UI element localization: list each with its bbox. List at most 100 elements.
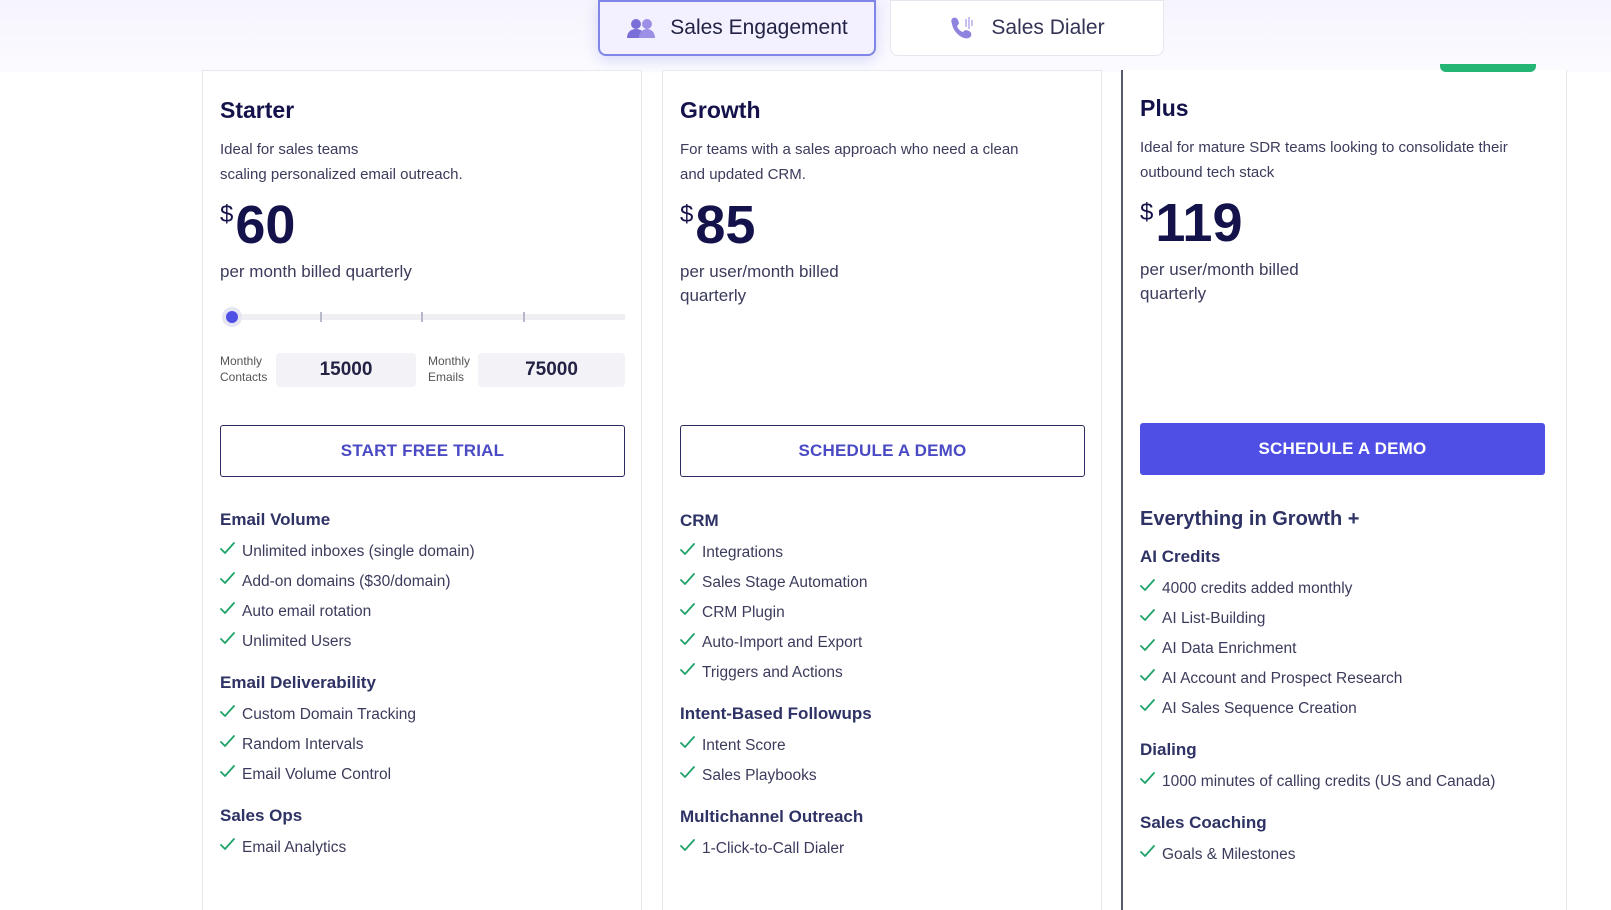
- feature-item: CRM Plugin: [680, 601, 1090, 631]
- features: Everything in Growth + AI Credits 4000 cre…: [1140, 508, 1550, 885]
- feature-item: 1000 minutes of calling credits (US and …: [1140, 770, 1550, 800]
- usage-inputs: Monthly Contacts 15000 Monthly Emails 75000: [220, 353, 625, 387]
- feature-item: Integrations: [680, 541, 1090, 571]
- billing-line: per user/month billed: [1140, 260, 1299, 279]
- feature-section: Email Volume Unlimited inboxes (single do…: [220, 509, 630, 660]
- check-icon: [220, 838, 235, 850]
- description-line: scaling personalized email outreach.: [220, 166, 463, 183]
- price: $119: [1140, 191, 1242, 255]
- feature-text: Random Intervals: [242, 736, 364, 753]
- feature-item: Unlimited Users: [220, 630, 630, 660]
- section-title: Dialing: [1140, 740, 1197, 759]
- feature-text: Intent Score: [702, 737, 786, 754]
- feature-item: 4000 credits added monthly: [1140, 577, 1550, 607]
- check-icon: [220, 542, 235, 554]
- plan-name: Plus: [1140, 95, 1189, 121]
- check-icon: [680, 573, 695, 585]
- feature-text: Sales Playbooks: [702, 767, 817, 784]
- billing: per user/month billed quarterly: [680, 260, 839, 308]
- feature-text: CRM Plugin: [702, 604, 785, 621]
- check-icon: [680, 603, 695, 615]
- check-icon: [680, 736, 695, 748]
- feature-text: Goals & Milestones: [1162, 846, 1296, 863]
- check-icon: [1140, 845, 1155, 857]
- feature-item: Auto email rotation: [220, 600, 630, 630]
- billing-line: quarterly: [680, 286, 747, 305]
- check-icon: [220, 705, 235, 717]
- section-title: Sales Ops: [220, 806, 303, 825]
- usage-slider[interactable]: [220, 307, 625, 327]
- check-icon: [1140, 772, 1155, 784]
- feature-section: Sales Coaching Goals & Milestones: [1140, 812, 1550, 873]
- check-icon: [220, 602, 235, 614]
- section-title: Intent-Based Followups: [680, 704, 872, 723]
- features: CRM Integrations Sales Stage Automation CRM…: [680, 510, 1090, 879]
- check-mark: [220, 735, 235, 747]
- check-mark: [220, 542, 235, 554]
- section-title: Email Volume: [220, 510, 331, 529]
- check-mark: [220, 765, 235, 777]
- feature-text: 1000 minutes of calling credits (US and …: [1162, 773, 1496, 790]
- description-line: Ideal for mature SDR teams looking to co…: [1140, 139, 1508, 156]
- feature-text: Email Analytics: [242, 839, 347, 856]
- feature-item: Sales Playbooks: [680, 764, 1090, 794]
- emails-label: Monthly Emails: [428, 354, 471, 384]
- feature-text: Custom Domain Tracking: [242, 706, 417, 723]
- emails-input[interactable]: 75000: [478, 353, 625, 387]
- check-icon: [220, 735, 235, 747]
- cta-button[interactable]: START FREE TRIAL: [220, 425, 625, 477]
- feature-item: Email Analytics: [220, 836, 630, 866]
- check-icon: [680, 543, 695, 555]
- check-icon: [220, 572, 235, 584]
- feature-item: AI List-Building: [1140, 607, 1550, 637]
- check-icon: [1140, 639, 1155, 651]
- currency: $: [1140, 199, 1154, 226]
- feature-text: Auto-Import and Export: [702, 634, 863, 651]
- section-title: Multichannel Outreach: [680, 807, 864, 826]
- price-amount: 85: [695, 195, 756, 255]
- currency: $: [220, 201, 234, 228]
- tab-sales-dialer[interactable]: Sales Dialer: [890, 0, 1164, 56]
- feature-item: Auto-Import and Export: [680, 631, 1090, 661]
- check-icon: [680, 663, 695, 675]
- feature-item: Sales Stage Automation: [680, 571, 1090, 601]
- engagement-icon: [627, 19, 656, 38]
- feature-section: Dialing 1000 minutes of calling credits (…: [1140, 739, 1550, 800]
- billing: per user/month billed quarterly: [1140, 258, 1299, 306]
- feature-text: Unlimited Users: [242, 633, 352, 650]
- plan-card: Starter Ideal for sales teams scaling pers…: [202, 70, 642, 910]
- check-mark: [1140, 699, 1155, 711]
- cta-button[interactable]: SCHEDULE A DEMO: [1140, 423, 1545, 475]
- description-line: and updated CRM.: [680, 166, 806, 183]
- dialer-icon: [951, 17, 974, 39]
- tab-sales-engagement[interactable]: Sales Engagement: [598, 0, 876, 56]
- check-icon: [220, 765, 235, 777]
- tab-label: Sales Dialer: [991, 16, 1105, 39]
- tab-label: Sales Engagement: [670, 16, 848, 39]
- feature-section: AI Credits 4000 credits added monthly AI L…: [1140, 546, 1550, 727]
- check-mark: [1140, 772, 1155, 784]
- feature-text: AI Sales Sequence Creation: [1162, 700, 1357, 717]
- check-mark: [220, 705, 235, 717]
- check-mark: [220, 602, 235, 614]
- feature-item: Unlimited inboxes (single domain): [220, 540, 630, 570]
- cta-button[interactable]: SCHEDULE A DEMO: [680, 425, 1085, 477]
- price: $60: [220, 193, 295, 257]
- feature-text: Triggers and Actions: [702, 664, 843, 681]
- price-amount: 119: [1155, 193, 1243, 253]
- feature-section: Multichannel Outreach 1-Click-to-Call Dia…: [680, 806, 1090, 867]
- feature-item: Random Intervals: [220, 733, 630, 763]
- feature-item: AI Data Enrichment: [1140, 637, 1550, 667]
- description-line: Ideal for sales teams: [220, 141, 359, 158]
- feature-section: Sales Ops Email Analytics: [220, 805, 630, 866]
- feature-section: Email Deliverability Custom Domain Tracki…: [220, 672, 630, 793]
- check-icon: [680, 766, 695, 778]
- check-icon: [680, 839, 695, 851]
- feature-text: Unlimited inboxes (single domain): [242, 543, 475, 560]
- feature-text: Auto email rotation: [242, 603, 372, 620]
- contacts-input[interactable]: 15000: [276, 353, 416, 387]
- slider-handle: [226, 311, 238, 323]
- check-icon: [1140, 699, 1155, 711]
